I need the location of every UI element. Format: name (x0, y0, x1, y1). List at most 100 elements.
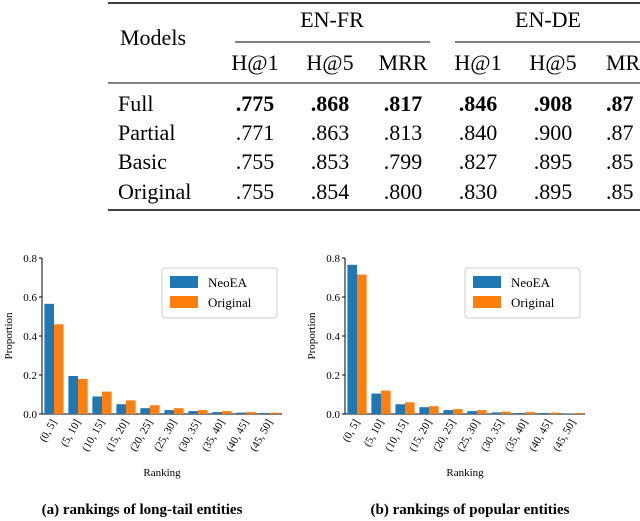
cell: .755 (236, 149, 275, 174)
x-tick-label: (45, 50] (551, 418, 579, 454)
bar (260, 413, 270, 414)
y-axis-label: Proportion (306, 312, 318, 360)
bar (573, 413, 583, 414)
caption: (a) rankings of long-tail entities (42, 502, 243, 518)
bar (549, 412, 559, 414)
bar (140, 408, 150, 414)
x-axis-label: Ranking (143, 467, 181, 479)
cell: .868 (311, 91, 350, 116)
cell: .813 (384, 120, 423, 145)
bar (78, 378, 88, 414)
column-header: MRR (379, 50, 428, 75)
x-tick-label: (5, 10] (362, 418, 387, 449)
bar (188, 411, 198, 414)
group-header: EN-FR (300, 7, 364, 32)
column-header: MR (606, 50, 640, 75)
bar (68, 375, 78, 414)
cell: .87 (606, 91, 634, 116)
cell: .771 (236, 120, 275, 145)
row-label: Original (118, 179, 191, 204)
column-header: H@1 (231, 50, 278, 75)
bar (491, 412, 501, 414)
bar (539, 413, 549, 414)
y-tick-label: 0.8 (23, 253, 37, 265)
x-tick-label: (45, 50] (248, 418, 276, 454)
y-tick-label: 0.8 (326, 253, 340, 265)
legend-swatch (473, 296, 501, 308)
bar (477, 410, 487, 414)
bar (222, 411, 232, 414)
bar (44, 303, 54, 414)
bar (102, 391, 112, 414)
cell: .900 (534, 120, 573, 145)
cell: .800 (384, 179, 423, 204)
bar (198, 410, 208, 414)
y-tick-label: 0.0 (326, 409, 340, 421)
bar (563, 413, 573, 414)
caption: (b) rankings of popular entities (371, 502, 570, 518)
bar (381, 390, 391, 414)
y-tick-label: 0.6 (326, 292, 340, 304)
bar (236, 412, 246, 414)
bar (525, 412, 535, 414)
cell: .85 (606, 179, 634, 204)
cell: .840 (459, 120, 498, 145)
bar (501, 411, 511, 414)
bar (246, 412, 256, 414)
bar (270, 412, 280, 414)
bar (395, 404, 405, 414)
corner-header: Models (120, 25, 186, 50)
cell: .85 (606, 149, 634, 174)
y-tick-label: 0.0 (23, 409, 37, 421)
bar (357, 274, 367, 414)
x-tick-label: (0, 5] (37, 418, 59, 445)
legend-label: Original (208, 295, 252, 310)
legend-label: NeoEA (208, 275, 248, 290)
bar (54, 324, 64, 414)
column-header: H@5 (529, 50, 576, 75)
y-tick-label: 0.2 (326, 370, 340, 382)
y-tick-label: 0.4 (23, 331, 37, 343)
bar (212, 412, 222, 414)
bar (92, 396, 102, 414)
row-label: Basic (118, 149, 167, 174)
row-label: Full (118, 91, 153, 116)
y-tick-label: 0.6 (23, 292, 37, 304)
cell: .853 (311, 149, 350, 174)
cell: .87 (606, 120, 634, 145)
cell: .799 (384, 149, 423, 174)
x-tick-label: (5, 10] (59, 418, 84, 449)
cell: .817 (384, 91, 423, 116)
x-axis-label: Ranking (446, 467, 484, 479)
cell: .854 (311, 179, 350, 204)
bar (453, 409, 463, 414)
x-tick-label: (0, 5] (340, 418, 362, 445)
legend-swatch (473, 276, 501, 288)
bar (347, 264, 357, 414)
column-header: H@1 (454, 50, 501, 75)
cell: .755 (236, 179, 275, 204)
bar (371, 393, 381, 414)
bar (419, 407, 429, 414)
y-axis-label: Proportion (3, 312, 15, 360)
bar (467, 411, 477, 414)
bar (150, 405, 160, 414)
bar (515, 413, 525, 414)
y-tick-label: 0.2 (23, 370, 37, 382)
cell: .846 (459, 91, 498, 116)
bar (126, 400, 136, 414)
legend-swatch (170, 296, 198, 308)
legend-label: Original (511, 295, 555, 310)
bar (429, 406, 439, 414)
bar (405, 402, 415, 414)
cell: .908 (534, 91, 573, 116)
cell: .863 (311, 120, 350, 145)
bar (174, 408, 184, 414)
cell: .827 (459, 149, 498, 174)
column-header: H@5 (306, 50, 353, 75)
group-header: EN-DE (515, 7, 581, 32)
bar (116, 404, 126, 414)
legend-label: NeoEA (511, 275, 551, 290)
cell: .895 (534, 149, 573, 174)
